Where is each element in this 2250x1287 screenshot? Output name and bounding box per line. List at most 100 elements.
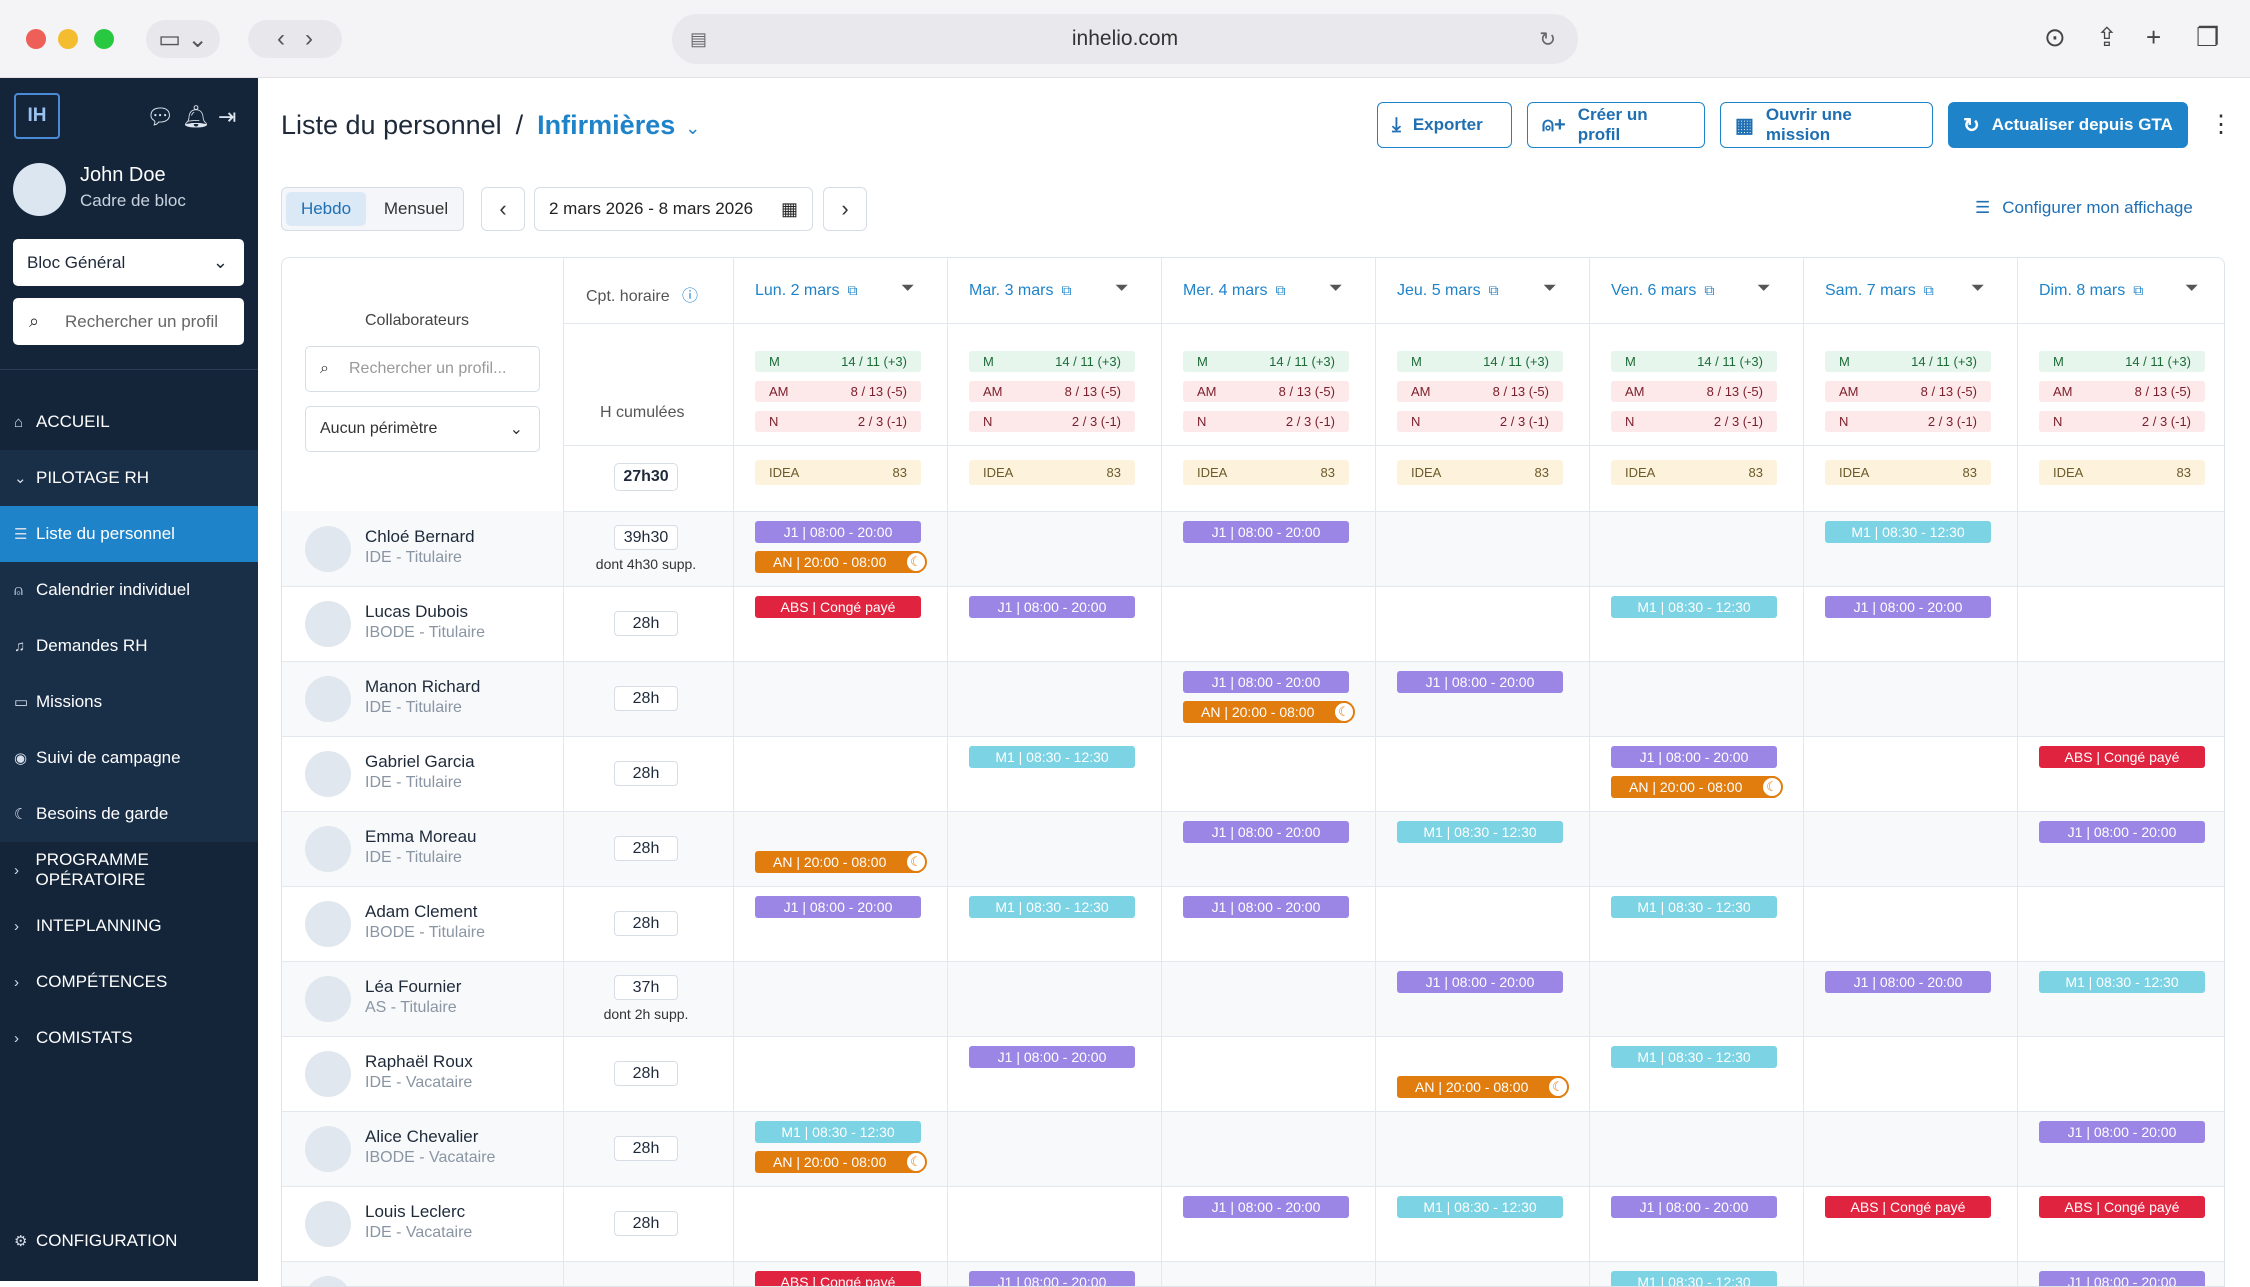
- external-link-icon[interactable]: ⧉: [1061, 282, 1072, 298]
- shift-chip[interactable]: J1 | 08:00 - 20:00: [2039, 1121, 2205, 1143]
- nav-programme-operatoire[interactable]: › PROGRAMME OPÉRATOIRE: [0, 842, 258, 898]
- maximize-window-button[interactable]: [94, 29, 114, 49]
- shift-chip[interactable]: ABS | Congé payé: [755, 596, 921, 618]
- address-bar[interactable]: ▤ inhelio.com ↻: [672, 14, 1578, 64]
- shift-chip[interactable]: J1 | 08:00 - 20:00: [1183, 896, 1349, 918]
- shift-chip[interactable]: M1 | 08:30 - 12:30: [1397, 821, 1563, 843]
- category-selector[interactable]: Infirmières: [537, 110, 676, 140]
- day-header[interactable]: Sam. 7 mars ⧉: [1825, 282, 1934, 300]
- shift-chip[interactable]: AN | 20:00 - 08:00 ☾: [755, 1151, 927, 1173]
- external-link-icon[interactable]: ⧉: [847, 282, 858, 298]
- shift-chip[interactable]: M1 | 08:30 - 12:30: [2039, 971, 2205, 993]
- new-tab-icon[interactable]: +: [2146, 22, 2162, 52]
- day-header[interactable]: Lun. 2 mars ⧉: [755, 282, 857, 300]
- chevron-down-icon[interactable]: ⌄: [685, 118, 701, 138]
- nav-besoins-garde[interactable]: ☾ Besoins de garde: [0, 786, 258, 842]
- shift-chip[interactable]: J1 | 08:00 - 20:00: [1825, 596, 1991, 618]
- shift-chip[interactable]: J1 | 08:00 - 20:00: [1397, 971, 1563, 993]
- minimize-window-button[interactable]: [58, 29, 78, 49]
- shift-chip[interactable]: J1 | 08:00 - 20:00: [1611, 746, 1777, 768]
- person-name[interactable]: Lucas Dubois: [365, 602, 469, 621]
- shift-chip[interactable]: J1 | 08:00 - 20:00: [1183, 521, 1349, 543]
- profile-search-input[interactable]: ⌕ Rechercher un profil: [13, 298, 244, 345]
- date-range-picker[interactable]: 2 mars 2026 - 8 mars 2026 ▦: [534, 187, 813, 231]
- shift-chip[interactable]: M1 | 08:30 - 12:30: [1611, 1271, 1777, 1286]
- external-link-icon[interactable]: ⧉: [1704, 282, 1715, 298]
- filter-icon[interactable]: ⏷: [1329, 278, 1343, 297]
- nav-accueil[interactable]: ⌂ ACCUEIL: [0, 394, 258, 450]
- nav-liste-personnel[interactable]: ☰ Liste du personnel: [0, 506, 258, 562]
- filter-icon[interactable]: ⏷: [1115, 278, 1129, 297]
- person-name[interactable]: Raphaël Roux: [365, 1052, 473, 1071]
- perimeter-select[interactable]: Aucun périmètre ⌄: [305, 406, 540, 452]
- shift-chip[interactable]: J1 | 08:00 - 20:00: [1183, 671, 1349, 693]
- reload-icon[interactable]: ↻: [1539, 28, 1556, 51]
- nav-configuration[interactable]: ⚙ CONFIGURATION: [0, 1213, 258, 1269]
- open-mission-button[interactable]: ▦ Ouvrir une mission: [1720, 102, 1933, 148]
- shift-chip[interactable]: J1 | 08:00 - 20:00: [2039, 821, 2205, 843]
- nav-competences[interactable]: › COMPÉTENCES: [0, 954, 258, 1010]
- shift-chip[interactable]: ABS | Congé payé: [2039, 746, 2205, 768]
- day-header[interactable]: Dim. 8 mars ⧉: [2039, 282, 2143, 300]
- day-header[interactable]: Ven. 6 mars ⧉: [1611, 282, 1714, 300]
- create-profile-button[interactable]: ⍝+ Créer un profil: [1527, 102, 1705, 148]
- person-name[interactable]: Alice Chevalier: [365, 1127, 479, 1146]
- close-window-button[interactable]: [26, 29, 46, 49]
- shift-chip[interactable]: M1 | 08:30 - 12:30: [755, 1121, 921, 1143]
- nav-suivi-campagne[interactable]: ◉ Suivi de campagne: [0, 730, 258, 786]
- shift-chip[interactable]: M1 | 08:30 - 12:30: [969, 746, 1135, 768]
- shift-chip[interactable]: J1 | 08:00 - 20:00: [1183, 821, 1349, 843]
- person-name[interactable]: Adam Clement: [365, 902, 478, 921]
- filter-icon[interactable]: ⏷: [1543, 278, 1557, 297]
- download-icon[interactable]: ⊙: [2044, 22, 2066, 52]
- day-header[interactable]: Jeu. 5 mars ⧉: [1397, 282, 1499, 300]
- shift-chip[interactable]: M1 | 08:30 - 12:30: [1825, 521, 1991, 543]
- day-header[interactable]: Mer. 4 mars ⧉: [1183, 282, 1285, 300]
- external-link-icon[interactable]: ⧉: [1275, 282, 1286, 298]
- shift-chip[interactable]: M1 | 08:30 - 12:30: [1611, 896, 1777, 918]
- sidebar-toggle-icon[interactable]: ▭ ⌄: [146, 20, 220, 58]
- more-options-icon[interactable]: ⋮: [2209, 111, 2233, 138]
- chat-icon[interactable]: 💬︎: [146, 104, 174, 129]
- shift-chip[interactable]: M1 | 08:30 - 12:30: [1397, 1196, 1563, 1218]
- shift-chip[interactable]: AN | 20:00 - 08:00 ☾: [1397, 1076, 1569, 1098]
- shift-chip[interactable]: J1 | 08:00 - 20:00: [969, 596, 1135, 618]
- shift-chip[interactable]: J1 | 08:00 - 20:00: [755, 896, 921, 918]
- filter-icon[interactable]: ⏷: [1971, 278, 1985, 297]
- weekly-view-button[interactable]: Hebdo: [286, 192, 366, 226]
- shift-chip[interactable]: J1 | 08:00 - 20:00: [1183, 1196, 1349, 1218]
- person-name[interactable]: Louis Leclerc: [365, 1202, 466, 1221]
- external-link-icon[interactable]: ⧉: [1488, 282, 1499, 298]
- shift-chip[interactable]: J1 | 08:00 - 20:00: [755, 521, 921, 543]
- shift-chip[interactable]: AN | 20:00 - 08:00 ☾: [1183, 701, 1355, 723]
- nav-pilotage-rh[interactable]: ⌄ PILOTAGE RH: [0, 450, 258, 506]
- previous-week-button[interactable]: ‹: [481, 187, 525, 231]
- shift-chip[interactable]: ABS | Congé payé: [755, 1271, 921, 1286]
- tabs-overview-icon[interactable]: ❐: [2196, 22, 2220, 52]
- shift-chip[interactable]: M1 | 08:30 - 12:30: [969, 896, 1135, 918]
- external-link-icon[interactable]: ⧉: [2133, 282, 2144, 298]
- nav-inteplanning[interactable]: › INTEPLANNING: [0, 898, 258, 954]
- configure-display-link[interactable]: ☰ Configurer mon affichage: [1975, 198, 2193, 218]
- monthly-view-button[interactable]: Mensuel: [383, 199, 449, 218]
- shift-chip[interactable]: ABS | Congé payé: [1825, 1196, 1991, 1218]
- shift-chip[interactable]: J1 | 08:00 - 20:00: [969, 1271, 1135, 1286]
- nav-missions[interactable]: ▭ Missions: [0, 674, 258, 730]
- shift-chip[interactable]: M1 | 08:30 - 12:30: [1611, 1046, 1777, 1068]
- shift-chip[interactable]: J1 | 08:00 - 20:00: [969, 1046, 1135, 1068]
- bloc-select[interactable]: Bloc Général ⌄: [13, 239, 244, 286]
- next-week-button[interactable]: ›: [823, 187, 867, 231]
- shift-chip[interactable]: M1 | 08:30 - 12:30: [1611, 596, 1777, 618]
- info-icon[interactable]: ⓘ: [682, 288, 699, 305]
- person-name[interactable]: Manon Richard: [365, 677, 481, 696]
- back-forward-icons[interactable]: ‹ ›: [248, 20, 342, 58]
- filter-icon[interactable]: ⏷: [901, 278, 915, 297]
- shift-chip[interactable]: AN | 20:00 - 08:00 ☾: [755, 551, 927, 573]
- share-icon[interactable]: ⇪: [2096, 22, 2118, 52]
- nav-comistats[interactable]: › COMISTATS: [0, 1010, 258, 1066]
- filter-icon[interactable]: ⏷: [1757, 278, 1771, 297]
- shift-chip[interactable]: AN | 20:00 - 08:00 ☾: [1611, 776, 1783, 798]
- person-name[interactable]: Chloé Bernard: [365, 527, 475, 546]
- refresh-gta-button[interactable]: ↻ Actualiser depuis GTA: [1948, 102, 2188, 148]
- logout-icon[interactable]: ⇥: [218, 104, 237, 129]
